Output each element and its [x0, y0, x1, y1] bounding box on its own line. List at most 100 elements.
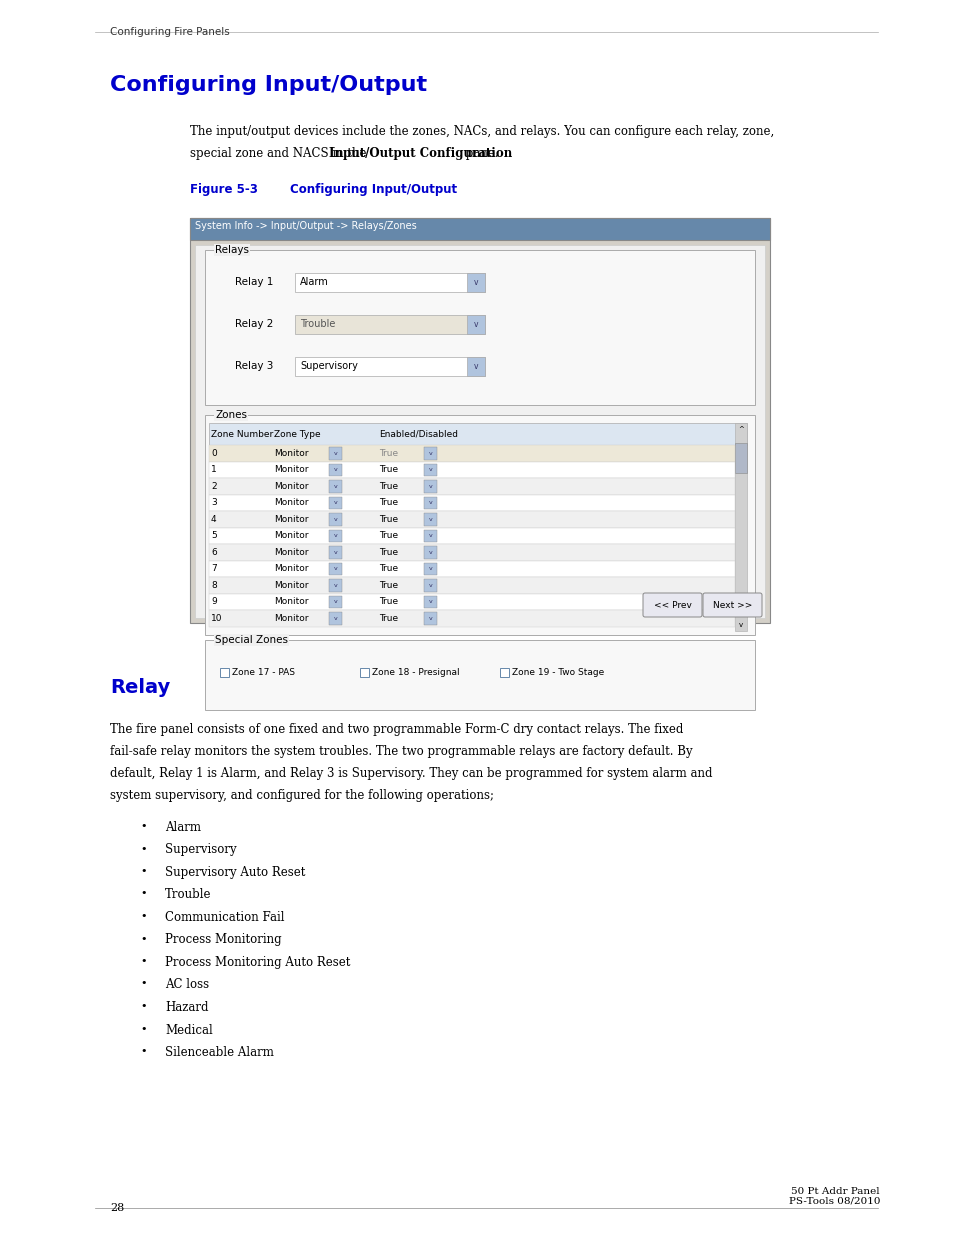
FancyBboxPatch shape — [423, 480, 436, 493]
Text: default, Relay 1 is Alarm, and Relay 3 is Supervisory. They can be programmed fo: default, Relay 1 is Alarm, and Relay 3 i… — [110, 767, 712, 781]
Text: 8: 8 — [211, 580, 216, 590]
Text: Alarm: Alarm — [165, 821, 201, 834]
Text: True: True — [378, 448, 397, 458]
Text: system supervisory, and configured for the following operations;: system supervisory, and configured for t… — [110, 789, 494, 802]
Text: Relay 1: Relay 1 — [234, 277, 274, 287]
Text: Supervisory Auto Reset: Supervisory Auto Reset — [165, 866, 305, 879]
Text: Monitor: Monitor — [274, 482, 308, 490]
Text: Zone 18 - Presignal: Zone 18 - Presignal — [372, 667, 459, 677]
Text: v: v — [428, 534, 432, 538]
FancyBboxPatch shape — [209, 527, 734, 543]
Text: Medical: Medical — [165, 1024, 213, 1036]
Text: Monitor: Monitor — [274, 614, 308, 622]
FancyBboxPatch shape — [467, 315, 484, 333]
Text: 6: 6 — [211, 548, 216, 557]
FancyBboxPatch shape — [329, 513, 341, 526]
FancyBboxPatch shape — [423, 513, 436, 526]
Text: v: v — [334, 534, 337, 538]
Text: True: True — [378, 580, 397, 590]
Text: Process Monitoring: Process Monitoring — [165, 934, 281, 946]
Text: ^: ^ — [738, 426, 743, 432]
Text: The input/output devices include the zones, NACs, and relays. You can configure : The input/output devices include the zon… — [190, 125, 774, 138]
FancyBboxPatch shape — [359, 668, 369, 677]
FancyBboxPatch shape — [329, 530, 341, 542]
Text: •: • — [140, 866, 147, 876]
FancyBboxPatch shape — [205, 640, 754, 710]
Text: v: v — [334, 484, 337, 489]
Text: v: v — [428, 599, 432, 604]
Text: v: v — [739, 622, 742, 629]
Text: v: v — [334, 451, 337, 456]
FancyBboxPatch shape — [329, 562, 341, 576]
Text: •: • — [140, 888, 147, 899]
Text: v: v — [334, 467, 337, 472]
Text: 9: 9 — [211, 598, 216, 606]
Text: << Prev: << Prev — [653, 600, 691, 610]
Text: •: • — [140, 821, 147, 831]
Text: •: • — [140, 1002, 147, 1011]
FancyBboxPatch shape — [220, 668, 229, 677]
Text: Monitor: Monitor — [274, 515, 308, 524]
Text: System Info -> Input/Output -> Relays/Zones: System Info -> Input/Output -> Relays/Zo… — [194, 221, 416, 231]
Text: Trouble: Trouble — [165, 888, 212, 902]
Text: Zone 17 - PAS: Zone 17 - PAS — [232, 667, 294, 677]
Text: 1: 1 — [211, 466, 216, 474]
FancyBboxPatch shape — [467, 357, 484, 375]
FancyBboxPatch shape — [329, 579, 341, 592]
Text: v: v — [428, 567, 432, 572]
Text: Monitor: Monitor — [274, 498, 308, 508]
Text: v: v — [428, 583, 432, 588]
FancyBboxPatch shape — [423, 562, 436, 576]
FancyBboxPatch shape — [329, 480, 341, 493]
Text: Trouble: Trouble — [299, 319, 335, 329]
Text: Enabled/Disabled: Enabled/Disabled — [378, 430, 457, 438]
Text: Relay 3: Relay 3 — [234, 361, 274, 370]
Text: 2: 2 — [211, 482, 216, 490]
FancyBboxPatch shape — [423, 579, 436, 592]
Text: Next >>: Next >> — [712, 600, 751, 610]
Text: True: True — [378, 482, 397, 490]
Text: •: • — [140, 978, 147, 988]
FancyBboxPatch shape — [499, 668, 509, 677]
Text: fail-safe relay monitors the system troubles. The two programmable relays are fa: fail-safe relay monitors the system trou… — [110, 745, 692, 758]
FancyBboxPatch shape — [702, 593, 761, 618]
Text: v: v — [428, 550, 432, 555]
Text: Monitor: Monitor — [274, 531, 308, 540]
Text: Monitor: Monitor — [274, 598, 308, 606]
Text: Zone Number: Zone Number — [211, 430, 273, 438]
FancyBboxPatch shape — [205, 415, 754, 635]
FancyBboxPatch shape — [423, 530, 436, 542]
FancyBboxPatch shape — [205, 249, 754, 405]
Text: 10: 10 — [211, 614, 222, 622]
Text: Configuring Fire Panels: Configuring Fire Panels — [110, 27, 230, 37]
Text: Monitor: Monitor — [274, 548, 308, 557]
Text: 7: 7 — [211, 564, 216, 573]
FancyBboxPatch shape — [329, 613, 341, 625]
FancyBboxPatch shape — [209, 561, 734, 577]
Text: True: True — [378, 598, 397, 606]
Text: Relay 2: Relay 2 — [234, 319, 274, 329]
Text: Supervisory: Supervisory — [299, 361, 357, 370]
Text: Supervisory: Supervisory — [165, 844, 236, 857]
FancyBboxPatch shape — [329, 546, 341, 558]
FancyBboxPatch shape — [642, 593, 701, 618]
FancyBboxPatch shape — [423, 613, 436, 625]
Text: True: True — [378, 548, 397, 557]
FancyBboxPatch shape — [423, 496, 436, 509]
FancyBboxPatch shape — [209, 577, 734, 594]
Text: v: v — [428, 451, 432, 456]
FancyBboxPatch shape — [209, 543, 734, 561]
Text: •: • — [140, 934, 147, 944]
Text: 3: 3 — [211, 498, 216, 508]
Text: True: True — [378, 564, 397, 573]
Text: 4: 4 — [211, 515, 216, 524]
Text: •: • — [140, 1046, 147, 1056]
Text: v: v — [428, 616, 432, 621]
FancyBboxPatch shape — [329, 595, 341, 608]
Text: Zone Type: Zone Type — [274, 430, 320, 438]
Text: Communication Fail: Communication Fail — [165, 911, 284, 924]
Text: v: v — [334, 567, 337, 572]
FancyBboxPatch shape — [190, 219, 769, 240]
Text: special zone and NACS in the: special zone and NACS in the — [190, 147, 370, 161]
FancyBboxPatch shape — [329, 496, 341, 509]
